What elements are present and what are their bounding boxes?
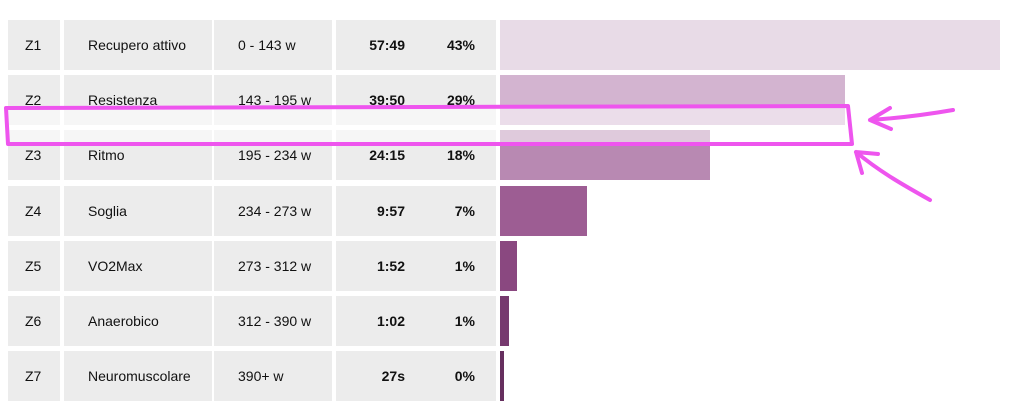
zone-name: Resistenza bbox=[64, 75, 212, 126]
zone-name: Anaerobico bbox=[64, 296, 212, 346]
zone-percent: 7% bbox=[428, 185, 496, 236]
zone-name: VO2Max bbox=[64, 240, 212, 291]
zone-time: 27s bbox=[336, 351, 430, 402]
zone-name: Ritmo bbox=[64, 130, 212, 181]
zone-range: 195 - 234 w bbox=[214, 130, 332, 181]
zone-range: 234 - 273 w bbox=[214, 185, 332, 236]
zone-percent: 43% bbox=[428, 20, 496, 70]
zone-name: Soglia bbox=[64, 185, 212, 236]
zone-id: Z4 bbox=[8, 185, 60, 236]
zone-row: Z2 Resistenza 143 - 195 w 39:50 29% bbox=[8, 75, 1008, 126]
zone-id: Z2 bbox=[8, 75, 60, 126]
zone-id: Z7 bbox=[8, 351, 60, 402]
zone-range: 390+ w bbox=[214, 351, 332, 402]
zone-id: Z6 bbox=[8, 296, 60, 346]
zone-row: Z1 Recupero attivo 0 - 143 w 57:49 43% bbox=[8, 20, 1008, 70]
zone-row: Z3 Ritmo 195 - 234 w 24:15 18% bbox=[8, 130, 1008, 181]
zone-percent: 29% bbox=[428, 75, 496, 126]
zone-bar bbox=[500, 351, 504, 402]
zone-row: Z4 Soglia 234 - 273 w 9:57 7% bbox=[8, 185, 1008, 236]
zone-bar bbox=[500, 296, 509, 346]
zone-id: Z5 bbox=[8, 240, 60, 291]
zone-time: 57:49 bbox=[336, 20, 430, 70]
zone-bar bbox=[500, 130, 710, 181]
zone-range: 0 - 143 w bbox=[214, 20, 332, 70]
zone-percent: 1% bbox=[428, 240, 496, 291]
zone-bar bbox=[500, 20, 1000, 70]
zone-bar bbox=[500, 75, 845, 126]
zone-range: 273 - 312 w bbox=[214, 240, 332, 291]
zone-row: Z5 VO2Max 273 - 312 w 1:52 1% bbox=[8, 240, 1008, 291]
zone-row: Z7 Neuromuscolare 390+ w 27s 0% bbox=[8, 351, 1008, 402]
zone-id: Z3 bbox=[8, 130, 60, 181]
zone-id: Z1 bbox=[8, 20, 60, 70]
zone-time: 24:15 bbox=[336, 130, 430, 181]
zone-name: Neuromuscolare bbox=[64, 351, 212, 402]
zone-row: Z6 Anaerobico 312 - 390 w 1:02 1% bbox=[8, 296, 1008, 346]
zone-time: 39:50 bbox=[336, 75, 430, 126]
zone-name: Recupero attivo bbox=[64, 20, 212, 70]
zone-percent: 1% bbox=[428, 296, 496, 346]
zone-bar bbox=[500, 240, 517, 291]
zone-time: 1:52 bbox=[336, 240, 430, 291]
zone-time: 9:57 bbox=[336, 185, 430, 236]
zone-time: 1:02 bbox=[336, 296, 430, 346]
zone-percent: 18% bbox=[428, 130, 496, 181]
zone-range: 143 - 195 w bbox=[214, 75, 332, 126]
zone-bar bbox=[500, 185, 587, 236]
zone-range: 312 - 390 w bbox=[214, 296, 332, 346]
zone-percent: 0% bbox=[428, 351, 496, 402]
